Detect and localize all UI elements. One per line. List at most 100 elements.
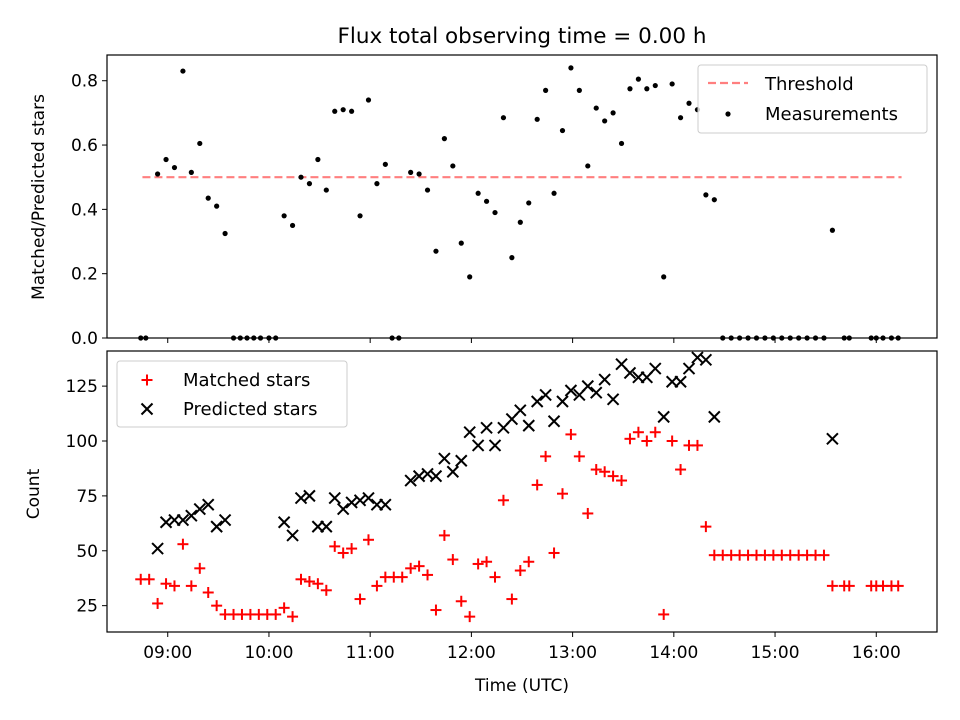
predicted-point (176, 513, 190, 527)
matched-point (497, 494, 509, 506)
measurement-point (163, 156, 169, 163)
measurement-point (433, 248, 439, 254)
matched-point (312, 578, 324, 590)
measurement-point (576, 87, 582, 93)
legend-matched-swatch (141, 374, 153, 386)
predicted-point (556, 395, 569, 408)
predicted-point (429, 469, 443, 483)
x-tick-label: 11:00 (346, 643, 395, 663)
predicted-point (539, 388, 552, 402)
measurement-point (677, 115, 684, 121)
count-legend-frame (116, 360, 348, 428)
matched-point (649, 426, 661, 438)
predicted-point (336, 502, 350, 516)
measurement-point (829, 227, 836, 233)
measurement-point (618, 140, 625, 147)
x-tick-label: 16:00 (852, 643, 901, 663)
matched-point (582, 507, 594, 519)
predicted-point (286, 529, 299, 542)
measurement-point (703, 192, 709, 198)
measurement-point (652, 82, 658, 89)
count-legend: Matched stars Predicted stars (116, 360, 348, 428)
predicted-point (623, 366, 637, 380)
count-plot-frame (106, 350, 938, 633)
matched-point (489, 571, 501, 583)
measurement-point (467, 274, 473, 280)
predicted-point (218, 513, 232, 527)
measurement-point (222, 230, 228, 237)
measurement-point (500, 115, 507, 121)
ratio-y-tick-label: 0.0 (71, 329, 98, 349)
measurement-point (492, 209, 498, 216)
measurement-point (374, 181, 380, 187)
legend-predicted-marker (140, 402, 154, 416)
matched-point (523, 556, 535, 568)
predicted-point (547, 415, 561, 428)
matched-point (143, 573, 155, 585)
measurement-point (205, 195, 211, 201)
matched-point (422, 569, 434, 581)
measurement-point (298, 174, 304, 180)
measurement-point (517, 219, 523, 225)
measurement-point (526, 200, 532, 206)
measurement-point (711, 197, 717, 203)
measurement-point (568, 65, 574, 71)
measurement-point (644, 86, 650, 92)
matched-point (413, 560, 425, 572)
measurement-point (349, 108, 355, 114)
matched-point (514, 565, 526, 577)
predicted-point (463, 426, 476, 439)
measurement-point (686, 100, 692, 106)
ratio-legend-frame (697, 64, 928, 134)
matched-point (211, 600, 223, 612)
matched-point (700, 521, 712, 533)
matched-point (396, 571, 408, 583)
predicted-point (320, 520, 333, 533)
matched-point (464, 611, 476, 623)
predicted-point (362, 491, 375, 505)
predicted-point (193, 502, 206, 516)
matched-point (202, 586, 214, 598)
measurement-point (559, 127, 566, 134)
measurement-point (315, 156, 321, 163)
measurement-point (585, 163, 591, 169)
measurement-point (340, 107, 346, 113)
ratio-panel: 0.00.20.40.60.8 Matched/Predicted stars … (29, 54, 938, 349)
matched-point (194, 562, 206, 574)
predicted-point (598, 373, 611, 386)
figure-title: Flux total observing time = 0.00 h (338, 24, 707, 49)
measurement-point (197, 140, 203, 147)
measurement-point (332, 108, 338, 114)
matched-point (472, 558, 484, 570)
predicted-point (303, 489, 316, 503)
legend-measurements-label: Measurements (765, 104, 898, 125)
predicted-point (674, 375, 687, 388)
predicted-point (581, 379, 594, 393)
matched-point (565, 428, 577, 440)
matched-point (168, 580, 180, 592)
ratio-y-tick-label: 0.8 (71, 72, 98, 92)
predicted-point (682, 362, 696, 375)
ratio-plot-frame (106, 54, 938, 339)
predicted-point (514, 404, 527, 417)
predicted-point (185, 509, 198, 522)
ratio-legend: Threshold Measurements (697, 64, 928, 134)
matched-point (666, 435, 678, 447)
measurement-point (357, 213, 363, 219)
measurement-point (171, 164, 178, 171)
matched-point (320, 584, 332, 596)
matched-point (371, 580, 383, 592)
matched-point (624, 433, 636, 445)
measurement-point (483, 198, 490, 204)
matched-point (362, 534, 374, 546)
ratio-y-tick-label: 0.2 (71, 265, 98, 285)
x-tick-label: 09:00 (143, 643, 192, 663)
predicted-point (708, 410, 721, 424)
matched-point (843, 580, 855, 592)
measurement-point (416, 171, 422, 177)
matched-point (675, 464, 687, 476)
matched-point (548, 547, 560, 559)
matched-point (185, 580, 197, 592)
measurement-point (475, 190, 481, 196)
